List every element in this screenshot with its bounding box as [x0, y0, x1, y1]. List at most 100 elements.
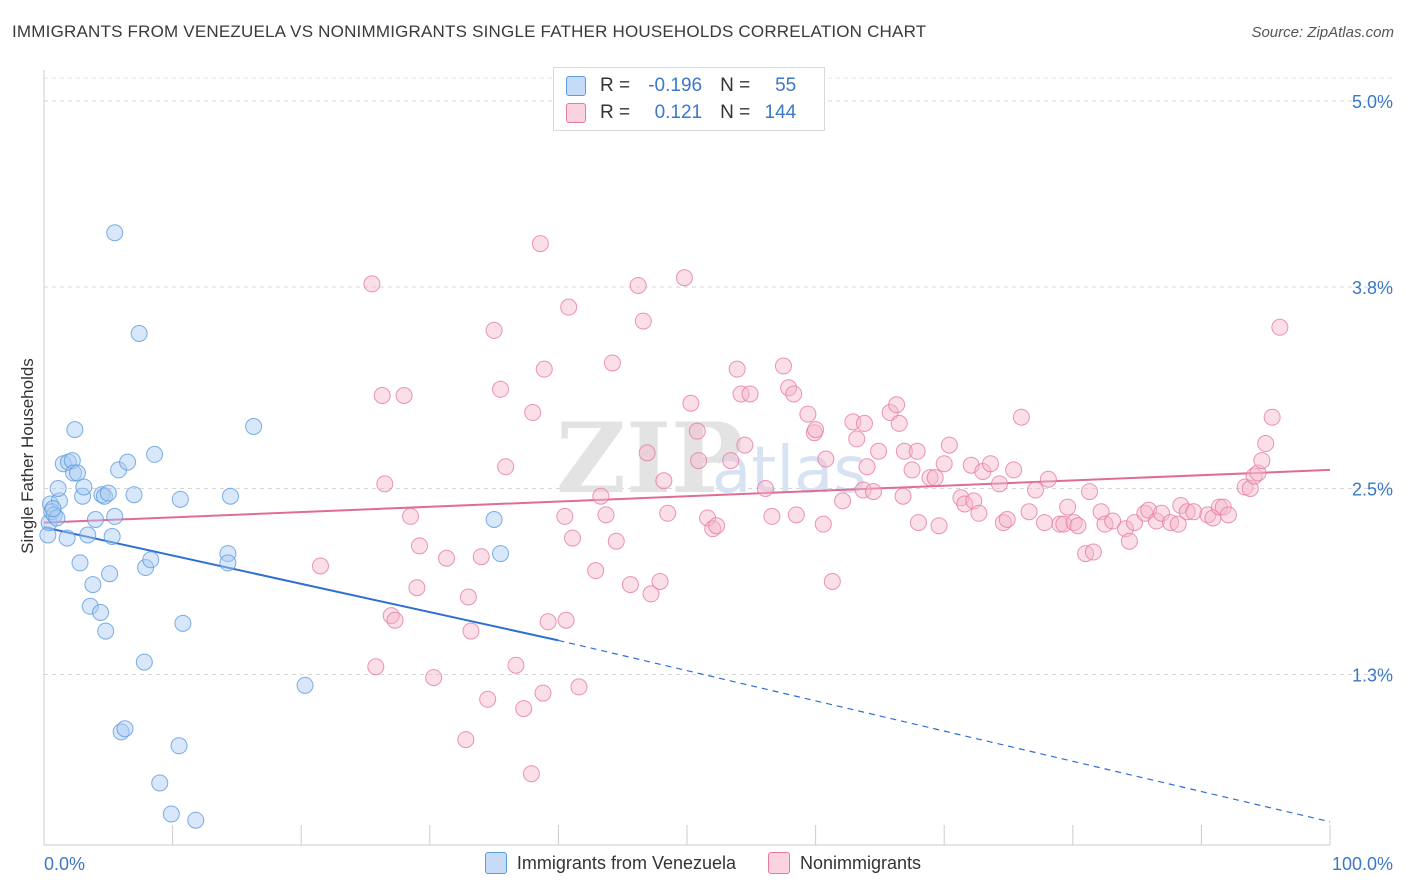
data-point-nonimmigrants: [402, 507, 420, 525]
data-point-venezuela: [65, 464, 83, 482]
n-value: 144: [764, 102, 797, 123]
data-point-nonimmigrants: [367, 658, 385, 676]
data-point-nonimmigrants: [629, 276, 647, 294]
data-point-nonimmigrants: [864, 483, 882, 501]
data-point-nonimmigrants: [472, 548, 490, 566]
data-point-nonimmigrants: [524, 404, 542, 422]
data-point-nonimmigrants: [1051, 515, 1069, 533]
data-point-nonimmigrants: [1069, 517, 1087, 535]
data-point-venezuela: [58, 529, 76, 547]
legend-label-nonimmigrants: Nonimmigrants: [800, 852, 922, 873]
legend-label-venezuela: Immigrants from Venezuela: [516, 852, 737, 873]
data-point-nonimmigrants: [1219, 506, 1237, 524]
data-point-nonimmigrants: [531, 235, 549, 253]
data-point-nonimmigrants: [799, 405, 817, 423]
data-point-nonimmigrants: [858, 458, 876, 476]
data-point-venezuela: [106, 507, 124, 525]
data-point-venezuela: [49, 480, 67, 497]
data-point-nonimmigrants: [688, 422, 706, 440]
data-point-nonimmigrants: [1257, 435, 1275, 453]
data-point-venezuela: [135, 653, 153, 671]
data-point-nonimmigrants: [807, 421, 825, 439]
data-point-nonimmigrants: [408, 579, 426, 597]
r-value: -0.196: [648, 75, 703, 96]
data-point-nonimmigrants: [515, 700, 533, 718]
data-point-nonimmigrants: [908, 442, 926, 460]
data-point-nonimmigrants: [634, 312, 652, 330]
stats-swatch-nonimmigrants: [566, 103, 586, 123]
data-point-venezuela: [119, 453, 137, 471]
data-point-nonimmigrants: [708, 517, 726, 535]
data-point-nonimmigrants: [1081, 483, 1099, 501]
data-point-venezuela: [296, 676, 314, 694]
data-point-nonimmigrants: [675, 269, 693, 287]
data-point-nonimmigrants: [556, 507, 574, 525]
n-label: N =: [720, 75, 751, 96]
data-point-nonimmigrants: [1185, 503, 1203, 521]
data-point-venezuela: [219, 545, 237, 563]
data-point-nonimmigrants: [655, 472, 673, 490]
data-point-nonimmigrants: [1027, 481, 1045, 499]
data-point-nonimmigrants: [1271, 318, 1289, 336]
data-point-venezuela: [79, 526, 97, 544]
data-point-nonimmigrants: [940, 436, 958, 454]
data-point-nonimmigrants: [522, 765, 540, 783]
data-point-nonimmigrants: [638, 444, 656, 462]
data-point-venezuela: [142, 551, 160, 569]
series-nonimmigrants: [311, 235, 1289, 783]
data-point-nonimmigrants: [921, 469, 939, 487]
data-point-nonimmigrants: [507, 656, 525, 674]
data-point-nonimmigrants: [817, 450, 835, 468]
data-point-nonimmigrants: [597, 506, 615, 524]
data-point-nonimmigrants: [890, 414, 908, 432]
data-point-nonimmigrants: [564, 529, 582, 547]
gridlines: [44, 77, 1395, 675]
data-point-nonimmigrants: [774, 357, 792, 375]
data-point-nonimmigrants: [651, 573, 669, 590]
stats-swatch-venezuela: [566, 76, 586, 96]
data-point-nonimmigrants: [462, 622, 480, 640]
data-point-nonimmigrants: [1012, 408, 1030, 426]
y-tick-label: 2.5%: [1352, 480, 1393, 500]
data-point-venezuela: [245, 418, 263, 435]
data-point-venezuela: [86, 511, 104, 528]
series-venezuela: [39, 224, 510, 829]
legend-swatch-venezuela: [484, 852, 507, 874]
data-point-venezuela: [492, 545, 510, 563]
data-point-nonimmigrants: [425, 669, 443, 687]
data-point-nonimmigrants: [642, 585, 660, 603]
data-point-nonimmigrants: [1263, 408, 1281, 426]
data-point-venezuela: [174, 614, 192, 632]
data-point-nonimmigrants: [1178, 503, 1196, 521]
data-point-nonimmigrants: [603, 354, 621, 372]
legend-item-nonimmigrants[interactable]: Nonimmigrants: [768, 852, 921, 874]
data-point-nonimmigrants: [814, 515, 832, 533]
data-point-nonimmigrants: [659, 504, 677, 522]
data-point-nonimmigrants: [741, 385, 759, 403]
r-label: R =: [600, 75, 631, 96]
data-point-nonimmigrants: [736, 436, 754, 454]
data-point-nonimmigrants: [539, 613, 557, 631]
data-point-nonimmigrants: [459, 588, 477, 606]
data-point-venezuela: [187, 811, 205, 829]
data-point-nonimmigrants: [834, 492, 852, 510]
legend-item-venezuela[interactable]: Immigrants from Venezuela: [484, 852, 737, 874]
data-point-nonimmigrants: [1120, 532, 1138, 550]
data-point-nonimmigrants: [1005, 461, 1023, 479]
data-point-venezuela: [84, 576, 102, 594]
data-point-venezuela: [97, 622, 115, 640]
trend-line-nonimmigrants: [43, 468, 1331, 524]
data-point-venezuela: [146, 445, 164, 463]
data-point-nonimmigrants: [888, 396, 906, 414]
data-point-nonimmigrants: [990, 475, 1008, 493]
data-point-nonimmigrants: [732, 385, 750, 403]
data-point-venezuela: [81, 597, 99, 615]
n-label: N =: [720, 102, 751, 123]
chart-title: IMMIGRANTS FROM VENEZUELA VS NONIMMIGRAN…: [12, 22, 927, 41]
data-point-venezuela: [39, 526, 57, 544]
axes: [43, 70, 1331, 846]
data-point-venezuela: [74, 487, 92, 505]
data-point-nonimmigrants: [870, 442, 888, 460]
data-point-nonimmigrants: [756, 480, 774, 497]
data-point-nonimmigrants: [763, 507, 781, 525]
